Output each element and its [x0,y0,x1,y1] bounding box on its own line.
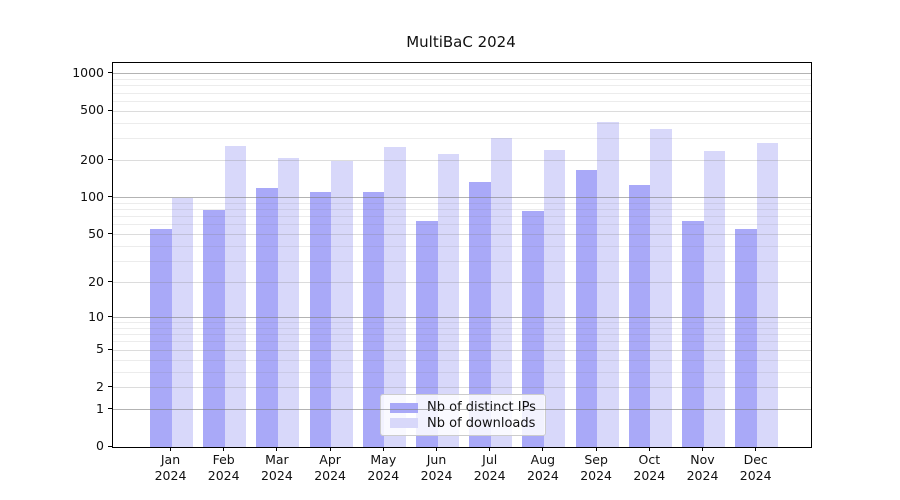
x-tick-mark [702,447,703,451]
x-tick-mark [276,447,278,451]
x-tick-label-aug: Aug 2024 [526,452,559,483]
x-tick-label-apr: Apr 2024 [314,452,346,483]
y-tick-mark [108,316,112,317]
bar-jul-downloads [490,137,513,447]
y-tick-mark [108,159,112,161]
bar-oct-downloads [650,128,672,447]
x-tick-label-may: May 2024 [367,452,400,483]
bar-apr-distinct-ips [309,191,332,447]
x-tick-label-mar: Mar 2024 [260,452,293,483]
bar-feb-distinct-ips [203,209,225,447]
x-tick-mark [329,447,331,451]
y-tick-label: 1000 [72,64,104,80]
y-tick-label: 20 [88,273,104,289]
bar-aug-distinct-ips [522,211,544,447]
legend-label-downloads: Nb of downloads [427,415,536,431]
x-tick-label-jan: Jan 2024 [154,452,187,483]
x-tick-label-dec: Dec 2024 [739,452,772,483]
x-tick-mark [489,447,491,451]
legend-item-distinct-ips: Nb of distinct IPs [390,400,536,416]
y-tick-mark [108,109,112,111]
y-tick-mark [108,196,112,198]
bar-jan-distinct-ips [150,228,172,447]
x-tick-label-feb: Feb 2024 [207,452,240,483]
y-tick-label: 100 [80,188,104,204]
bar-sep-distinct-ips [575,169,598,447]
bar-may-downloads [384,146,406,447]
legend-label-distinct-ips: Nb of distinct IPs [427,400,536,416]
y-tick-mark [108,348,112,350]
bar-jul-distinct-ips [469,181,491,447]
y-tick-label: 500 [80,102,104,118]
bar-nov-downloads [703,150,725,447]
plot-area: Nb of distinct IPs Nb of downloads [112,62,812,448]
x-tick-mark [755,447,757,451]
x-tick-mark [436,447,437,451]
bar-sep-downloads [597,121,619,447]
x-tick-label-nov: Nov 2024 [686,452,719,483]
y-tick-mark [108,408,112,410]
y-tick-label: 5 [96,341,104,357]
bar-oct-distinct-ips [628,184,651,447]
legend-item-downloads: Nb of downloads [390,416,536,432]
x-tick-mark [542,447,544,451]
y-tick-label: 2 [96,378,104,394]
bar-may-distinct-ips [362,191,385,447]
y-tick-mark [108,233,112,235]
bar-nov-distinct-ips [682,220,704,447]
bar-dec-distinct-ips [735,228,757,447]
bar-apr-downloads [331,160,353,447]
x-tick-mark [223,447,225,451]
legend-swatch-downloads [390,418,418,429]
chart-title: MultiBaC 2024 [406,33,516,51]
bars-layer [113,63,811,447]
x-tick-mark [595,447,597,451]
y-tick-label: 200 [80,151,104,167]
y-tick-mark [108,386,112,388]
y-tick-label: 1 [96,400,104,416]
y-tick-label: 10 [88,308,104,324]
y-tick-mark [108,445,112,447]
x-tick-label-oct: Oct 2024 [633,452,666,483]
bar-jun-downloads [437,154,459,447]
y-tick-label: 50 [88,225,104,241]
bar-jan-downloads [171,197,193,447]
x-tick-label-jul: Jul 2024 [473,452,506,483]
x-tick-mark [382,447,384,451]
bar-feb-downloads [224,146,247,447]
bar-jun-distinct-ips [416,220,438,447]
bar-mar-downloads [277,157,300,447]
x-tick-mark [170,447,171,451]
x-tick-label-sep: Sep 2024 [580,452,612,483]
bar-aug-downloads [543,150,566,447]
x-tick-mark [648,447,650,451]
legend-swatch-distinct-ips [390,402,418,413]
y-tick-mark [108,281,112,283]
y-tick-mark [108,72,112,74]
bar-dec-downloads [756,143,779,447]
y-tick-label: 0 [96,438,104,453]
bar-mar-distinct-ips [256,188,278,447]
legend: Nb of distinct IPs Nb of downloads [380,394,546,436]
x-tick-label-jun: Jun 2024 [420,452,453,483]
